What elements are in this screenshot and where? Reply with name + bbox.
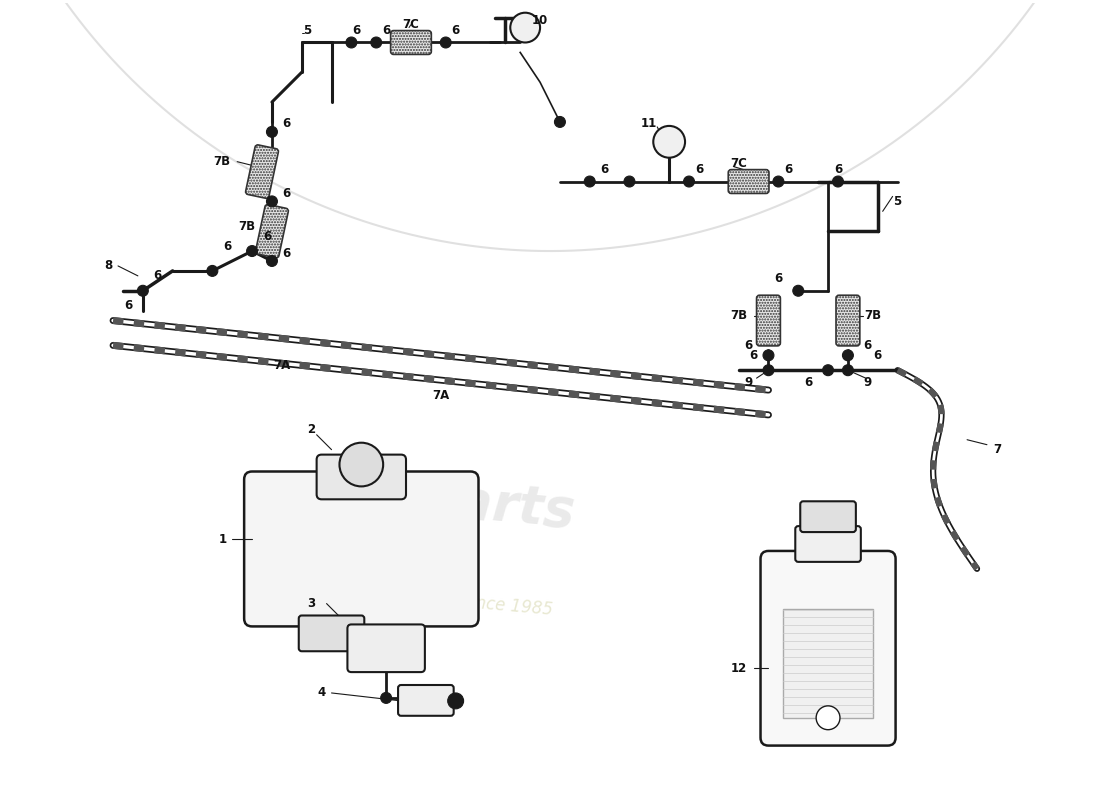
Text: 6: 6 [784, 163, 792, 176]
Text: 6: 6 [352, 24, 361, 37]
Circle shape [266, 255, 277, 266]
Circle shape [510, 13, 540, 42]
Circle shape [554, 117, 565, 127]
Circle shape [823, 365, 834, 376]
Text: 6: 6 [223, 239, 231, 253]
Text: 7B: 7B [213, 155, 231, 168]
Text: 6: 6 [124, 299, 132, 312]
FancyBboxPatch shape [801, 502, 856, 532]
Text: 6: 6 [749, 349, 758, 362]
Text: 6: 6 [745, 339, 752, 352]
Circle shape [371, 37, 382, 48]
FancyBboxPatch shape [836, 295, 860, 346]
Text: 6: 6 [834, 163, 843, 176]
Text: 6: 6 [864, 339, 872, 352]
Circle shape [207, 266, 218, 276]
Text: 7: 7 [993, 443, 1001, 456]
Circle shape [246, 246, 257, 257]
Circle shape [763, 350, 774, 361]
Text: 4: 4 [318, 686, 326, 699]
Text: 1: 1 [218, 533, 227, 546]
Text: 3: 3 [308, 597, 316, 610]
Text: 6: 6 [804, 376, 812, 389]
Circle shape [266, 196, 277, 207]
FancyBboxPatch shape [795, 526, 861, 562]
Circle shape [440, 37, 451, 48]
Text: europarts: europarts [282, 461, 576, 538]
Circle shape [624, 176, 635, 187]
Bar [783, 609, 872, 718]
Text: 6: 6 [695, 163, 703, 176]
FancyBboxPatch shape [245, 145, 278, 198]
FancyBboxPatch shape [348, 625, 425, 672]
FancyBboxPatch shape [760, 551, 895, 746]
Circle shape [266, 126, 277, 138]
Circle shape [763, 365, 774, 376]
Circle shape [683, 176, 694, 187]
Text: 6: 6 [283, 246, 292, 259]
Text: 6: 6 [601, 163, 608, 176]
Text: 7C: 7C [730, 157, 747, 170]
Circle shape [448, 693, 463, 709]
Text: 7A: 7A [432, 389, 450, 402]
Text: 11: 11 [641, 118, 658, 130]
Text: 6: 6 [382, 24, 390, 37]
Circle shape [381, 693, 392, 703]
FancyBboxPatch shape [757, 295, 780, 346]
Text: 7B: 7B [865, 309, 881, 322]
Text: a passion for parts since 1985: a passion for parts since 1985 [301, 578, 553, 618]
Text: 6: 6 [283, 187, 292, 200]
FancyBboxPatch shape [244, 471, 478, 626]
FancyBboxPatch shape [390, 30, 431, 54]
Text: 5: 5 [302, 24, 311, 37]
FancyBboxPatch shape [317, 454, 406, 499]
Circle shape [138, 286, 148, 296]
Text: 6: 6 [263, 230, 271, 242]
Circle shape [340, 442, 383, 486]
Text: 6: 6 [154, 270, 162, 282]
Text: 12: 12 [730, 662, 747, 674]
Text: 6: 6 [873, 349, 882, 362]
Text: 9: 9 [745, 376, 752, 389]
FancyBboxPatch shape [398, 685, 453, 716]
FancyBboxPatch shape [299, 615, 364, 651]
Circle shape [793, 286, 804, 296]
Circle shape [833, 176, 844, 187]
Circle shape [584, 176, 595, 187]
Circle shape [843, 350, 854, 361]
Text: 6: 6 [451, 24, 460, 37]
Text: 5: 5 [893, 195, 902, 208]
FancyBboxPatch shape [255, 205, 288, 258]
Circle shape [773, 176, 784, 187]
Text: 2: 2 [308, 423, 316, 436]
Circle shape [816, 706, 840, 730]
Text: 6: 6 [283, 118, 292, 130]
Text: 7B: 7B [730, 309, 747, 322]
Circle shape [843, 365, 854, 376]
Text: 6: 6 [774, 272, 782, 286]
Text: 7B: 7B [239, 220, 255, 233]
Text: 7C: 7C [403, 18, 419, 31]
Text: 8: 8 [104, 259, 112, 273]
Circle shape [345, 37, 356, 48]
FancyBboxPatch shape [728, 170, 769, 194]
Circle shape [653, 126, 685, 158]
Text: 7A: 7A [273, 358, 290, 372]
Text: 10: 10 [532, 14, 548, 27]
Text: 9: 9 [864, 376, 872, 389]
